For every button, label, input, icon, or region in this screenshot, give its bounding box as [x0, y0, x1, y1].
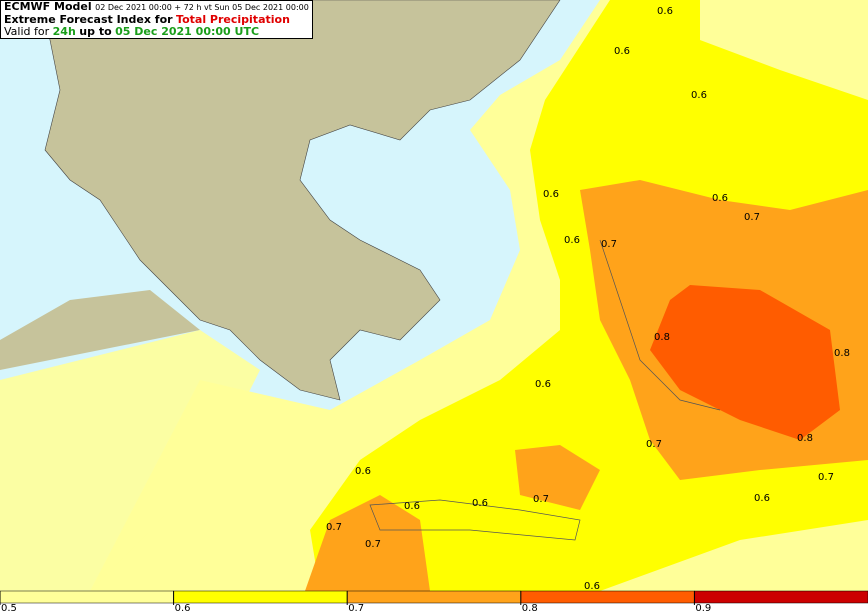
- contour-label: 0.6: [712, 193, 728, 204]
- coast-turkey: [599, 239, 721, 411]
- efi-0-5-west: [0, 330, 260, 591]
- model: ECMWF Model: [4, 0, 92, 13]
- contour-label: 0.8: [797, 433, 813, 444]
- coast-crete: [369, 499, 581, 541]
- contour-label: 0.6: [564, 235, 580, 246]
- colorbar-segment: [173, 590, 348, 604]
- contour-label: 0.7: [326, 522, 342, 533]
- contour-label: 0.6: [614, 46, 630, 57]
- parameter: Total Precipitation: [176, 13, 290, 26]
- header: ECMWF Model 02 Dec 2021 00:00 + 72 h vt …: [0, 0, 313, 39]
- contour-label: 0.7: [533, 494, 549, 505]
- colorbar-segment: [0, 590, 174, 604]
- contour-label: 0.7: [601, 239, 617, 250]
- colorbar-tick-label: 0.5: [1, 603, 17, 611]
- contour-label: 0.6: [355, 466, 371, 477]
- contour-label: 0.6: [584, 581, 600, 592]
- contour-label: 0.7: [818, 472, 834, 483]
- contour-label: 0.6: [404, 501, 420, 512]
- efi-0-7-west: [305, 495, 430, 591]
- contour-label: 0.6: [472, 498, 488, 509]
- contour-label: 0.8: [834, 348, 850, 359]
- contour-label: 0.6: [535, 379, 551, 390]
- valid-mid: up to: [79, 25, 112, 38]
- colorbar-segment: [346, 590, 522, 604]
- efi-0-7-south: [515, 445, 600, 510]
- contour-label: 0.6: [754, 493, 770, 504]
- colorbar-tick-label: 0.6: [175, 603, 191, 611]
- contour-label: 0.7: [646, 439, 662, 450]
- contour-label: 0.7: [744, 212, 760, 223]
- period: 24h: [52, 25, 76, 38]
- contour-label: 0.6: [691, 90, 707, 101]
- contour-label: 0.7: [365, 539, 381, 550]
- land-west: [0, 290, 200, 370]
- colorbar-segment: [694, 590, 868, 604]
- run-time: 02 Dec 2021 00:00 + 72 h vt Sun 05 Dec 2…: [95, 3, 309, 12]
- colorbar-tick-label: 0.9: [695, 603, 711, 611]
- land-greece: [39, 0, 561, 401]
- title: Extreme Forecast Index for: [4, 13, 173, 26]
- colorbar-segment: [520, 590, 695, 604]
- efi-0-8: [650, 285, 840, 440]
- valid-prefix: Valid for: [4, 25, 50, 38]
- colorbar-tick-label: 0.7: [348, 603, 364, 611]
- contour-label: 0.6: [543, 189, 559, 200]
- valid-time: 05 Dec 2021 00:00 UTC: [115, 25, 260, 38]
- colorbar-tick-label: 0.8: [522, 603, 538, 611]
- contour-label: 0.6: [657, 6, 673, 17]
- contour-label: 0.8: [654, 332, 670, 343]
